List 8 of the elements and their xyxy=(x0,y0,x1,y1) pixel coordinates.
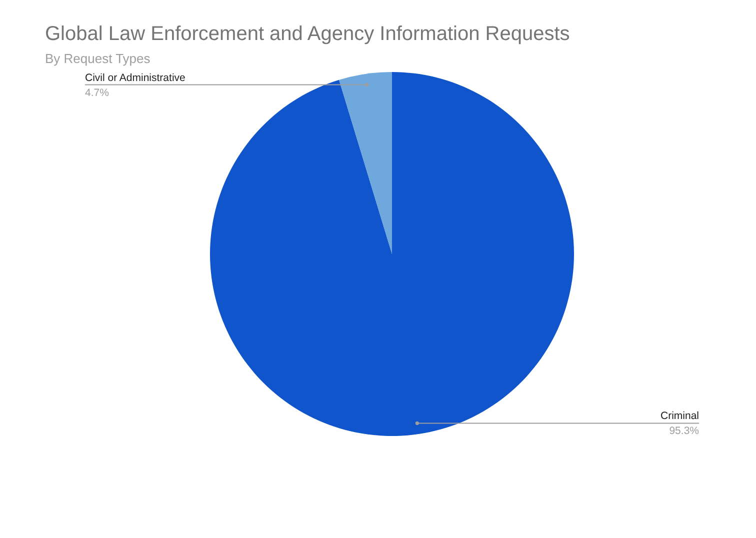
slice-label: Civil or Administrative xyxy=(85,72,186,84)
chart-subtitle: By Request Types xyxy=(45,51,151,66)
data-label: 95.3% xyxy=(669,425,699,438)
data-label: 4.7% xyxy=(85,86,109,99)
slice-label: Criminal xyxy=(660,410,699,422)
chart-title: Global Law Enforcement and Agency Information Requests xyxy=(45,23,570,45)
pie-slice xyxy=(210,72,574,436)
pie-slice xyxy=(339,72,392,254)
